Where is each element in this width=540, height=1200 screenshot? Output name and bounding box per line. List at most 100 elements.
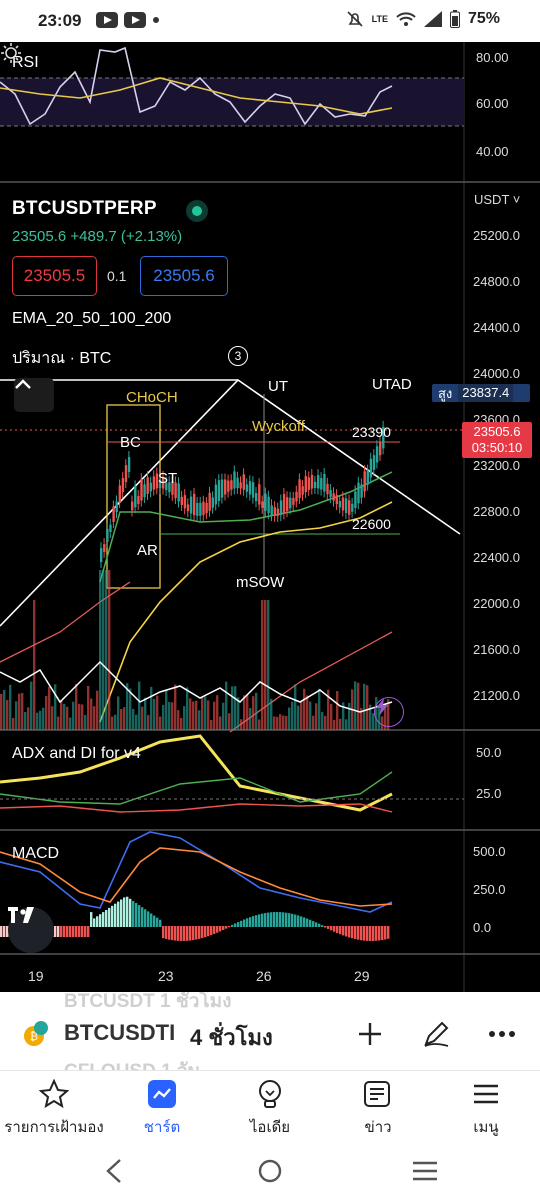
nav-item-menu[interactable]: เมนู: [432, 1079, 540, 1139]
candle-body: [279, 500, 283, 516]
macd-histogram-bar: [372, 926, 375, 941]
candle-body: [165, 482, 168, 490]
hidden-indicators-count[interactable]: 3: [228, 346, 248, 366]
candle-body: [134, 486, 137, 508]
indicator-ema-label[interactable]: EMA_20_50_100_200: [12, 310, 172, 327]
macd-histogram-bar: [120, 899, 123, 927]
youtube-icon: [96, 12, 118, 28]
currency-select[interactable]: USDT ˅: [474, 192, 520, 207]
macd-histogram-bar: [375, 926, 378, 941]
macd-histogram-bar: [204, 926, 207, 938]
nav-item-news[interactable]: ข่าว: [324, 1079, 432, 1139]
candle-body: [239, 482, 242, 489]
macd-histogram-bar: [237, 922, 240, 927]
chevron-down-icon: ˅: [512, 192, 521, 207]
last-price-change: 23505.6 +489.7 (+2.13%): [12, 228, 183, 245]
candle-body: [211, 497, 214, 508]
volume-bar: [165, 689, 168, 730]
home-icon[interactable]: [257, 1158, 283, 1184]
chart-area[interactable]: RSI 80.00 60.00 40.00 BTCUSDTPERP 23505.…: [0, 42, 540, 992]
candle-body: [360, 484, 363, 498]
ghost-symbol-next: CFLOUSD 1 วัน: [64, 1056, 201, 1070]
volume-bar: [141, 706, 144, 730]
drawing-tools-button[interactable]: [416, 1014, 456, 1054]
more-button[interactable]: [482, 1014, 522, 1054]
status-bar: 23:09 LTE 75%: [0, 0, 540, 42]
candle-body: [255, 493, 258, 502]
settings-icon[interactable]: [0, 42, 22, 64]
candle-body: [323, 474, 326, 492]
symbol-title[interactable]: BTCUSDTPERP: [12, 198, 157, 219]
volume-bar: [114, 714, 117, 730]
sell-button[interactable]: 23505.5: [12, 256, 97, 296]
candle-body: [103, 544, 106, 552]
symbol-sheet[interactable]: BTCUSDT 1 ชั่วโมง ₿ BTCUSDTI 4 ชั่วโมง C…: [0, 992, 540, 1070]
volume-bar: [270, 698, 273, 730]
volume-bar: [333, 719, 336, 730]
macd-histogram-bar: [270, 912, 273, 927]
candle-body: [338, 500, 342, 508]
volume-bar: [177, 710, 180, 730]
indicator-volume-label[interactable]: ปริมาณ · BTC: [12, 350, 112, 367]
volume-bar: [93, 706, 96, 730]
volume-bar: [282, 715, 285, 730]
macd-histogram-bar: [192, 926, 195, 941]
macd-label: MACD: [12, 845, 60, 862]
volume-bar: [360, 707, 363, 730]
wifi-icon: [396, 12, 416, 26]
candle-body: [217, 480, 221, 501]
macd-histogram-bar: [273, 912, 276, 927]
candle-body: [329, 489, 332, 498]
volume-bar: [48, 686, 51, 730]
macd-histogram-bar: [333, 926, 336, 932]
adx-axis-50: 50.0: [476, 745, 502, 760]
volume-bar: [162, 704, 165, 730]
candle-body: [171, 481, 174, 495]
candle-body: [341, 497, 345, 511]
candle-body: [202, 501, 205, 515]
macd-histogram-bar: [189, 926, 192, 941]
sheet-symbol[interactable]: BTCUSDTI: [64, 1020, 176, 1045]
sheet-interval[interactable]: 4 ชั่วโมง: [190, 1025, 273, 1050]
ema-green-line: [99, 471, 393, 583]
volume-bar: [132, 708, 135, 730]
adx-axis-25: 25.0: [476, 786, 502, 801]
volume-bar: [12, 717, 15, 730]
date-label: 19: [28, 968, 44, 984]
volume-bar: [354, 681, 357, 730]
tradingview-logo[interactable]: [8, 907, 54, 953]
annotation-ut: UT: [268, 378, 288, 395]
macd-histogram-bar: [243, 919, 246, 927]
svg-text:₿: ₿: [30, 1030, 38, 1043]
volume-bar: [33, 600, 36, 730]
date-label: 26: [256, 968, 272, 984]
volume-bar: [99, 570, 102, 730]
macd-histogram-bar: [78, 926, 81, 937]
volume-bar: [195, 700, 198, 730]
volume-bar: [171, 702, 174, 730]
chart-canvas[interactable]: [0, 42, 540, 992]
macd-histogram-bar: [150, 913, 153, 927]
nav-item-watchlist[interactable]: รายการเฝ้ามอง: [0, 1079, 108, 1139]
di-minus-line: [0, 803, 393, 813]
rsi-axis-40: 40.00: [476, 144, 509, 159]
volume-bar: [27, 707, 30, 730]
flash-button[interactable]: [374, 697, 404, 727]
recents-icon[interactable]: [412, 1160, 438, 1182]
back-icon[interactable]: [104, 1158, 124, 1184]
nav-item-chart[interactable]: ชาร์ต: [108, 1079, 216, 1139]
volume-bar: [243, 695, 246, 730]
nav-item-ideas[interactable]: ไอเดีย: [216, 1079, 324, 1139]
volume-bar: [135, 714, 138, 730]
macd-histogram-bar: [81, 926, 84, 937]
collapse-legend-button[interactable]: [14, 378, 54, 412]
add-button[interactable]: [350, 1014, 390, 1054]
candle-body: [301, 486, 304, 495]
volume-bar: [105, 570, 108, 730]
choch-box: [106, 404, 161, 589]
high-value: 23837.4: [458, 384, 514, 402]
chevron-up-icon: [15, 379, 31, 389]
volume-bar: [51, 706, 54, 730]
volume-bar: [84, 714, 87, 730]
buy-button[interactable]: 23505.6: [140, 256, 228, 296]
